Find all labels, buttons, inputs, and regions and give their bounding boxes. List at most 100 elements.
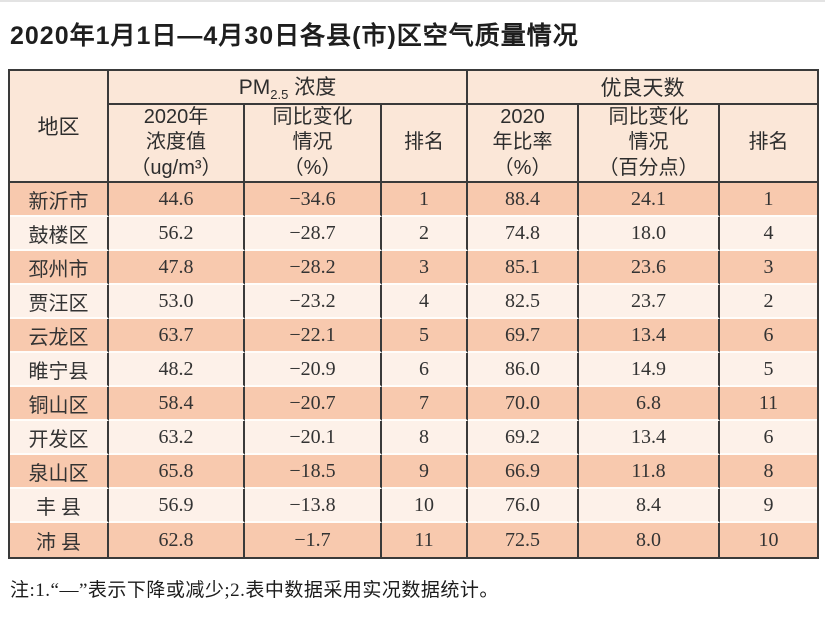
value-cell: 74.8	[468, 217, 579, 251]
value-cell: 63.2	[109, 421, 245, 455]
region-cell: 睢宁县	[10, 353, 109, 387]
page-title: 2020年1月1日—4月30日各县(市)区空气质量情况	[10, 22, 579, 50]
region-cell: 铜山区	[10, 387, 109, 421]
value-cell: 82.5	[468, 285, 579, 319]
value-cell: −13.8	[245, 489, 382, 523]
value-cell: −20.9	[245, 353, 382, 387]
table-row: 沛 县 62.8 −1.7 11 72.5 8.0 10	[10, 523, 817, 557]
table-row: 新沂市 44.6 −34.6 1 88.4 24.1 1	[10, 183, 817, 217]
value-cell: 24.1	[579, 183, 720, 217]
value-cell: 8.4	[579, 489, 720, 523]
value-cell: 3	[720, 251, 817, 285]
column-header-good-change: 同比变化 情况 （百分点）	[579, 105, 720, 183]
value-cell: −23.2	[245, 285, 382, 319]
value-cell: 72.5	[468, 523, 579, 557]
value-cell: −28.2	[245, 251, 382, 285]
value-cell: 65.8	[109, 455, 245, 489]
value-cell: 2	[382, 217, 468, 251]
value-cell: 8	[720, 455, 817, 489]
value-cell: 13.4	[579, 421, 720, 455]
value-cell: 1	[720, 183, 817, 217]
region-cell: 丰 县	[10, 489, 109, 523]
region-cell: 泉山区	[10, 455, 109, 489]
pm25-label-prefix: PM	[238, 76, 271, 100]
value-cell: 6	[382, 353, 468, 387]
table-row: 云龙区 63.7 −22.1 5 69.7 13.4 6	[10, 319, 817, 353]
value-cell: −20.7	[245, 387, 382, 421]
table-body: 新沂市 44.6 −34.6 1 88.4 24.1 1 鼓楼区 56.2 −28.7 2 74.8 1…	[10, 183, 817, 557]
value-cell: 18.0	[579, 217, 720, 251]
value-cell: 5	[382, 319, 468, 353]
table-row: 贾汪区 53.0 −23.2 4 82.5 23.7 2	[10, 285, 817, 319]
table-row: 鼓楼区 56.2 −28.7 2 74.8 18.0 4	[10, 217, 817, 251]
footnote: 注:1.“—”表示下降或减少;2.表中数据采用实况数据统计。	[10, 580, 499, 601]
value-cell: 44.6	[109, 183, 245, 217]
value-cell: 11	[382, 523, 468, 557]
value-cell: 9	[720, 489, 817, 523]
region-cell: 新沂市	[10, 183, 109, 217]
value-cell: 47.8	[109, 251, 245, 285]
value-cell: 56.9	[109, 489, 245, 523]
value-cell: 69.7	[468, 319, 579, 353]
region-cell: 沛 县	[10, 523, 109, 557]
value-cell: 10	[720, 523, 817, 557]
value-cell: 56.2	[109, 217, 245, 251]
region-cell: 邳州市	[10, 251, 109, 285]
header-sub-row: 2020年 浓度值 （ug/m³） 同比变化 情况 （%） 排名 2020 年比…	[10, 105, 817, 183]
table-row: 铜山区 58.4 −20.7 7 70.0 6.8 11	[10, 387, 817, 421]
value-cell: 23.6	[579, 251, 720, 285]
value-cell: 3	[382, 251, 468, 285]
value-cell: 23.7	[579, 285, 720, 319]
value-cell: 62.8	[109, 523, 245, 557]
region-cell: 云龙区	[10, 319, 109, 353]
table-header: 地区 PM2.5 浓度 优良天数 2020年 浓度值 （ug/m³） 同比变化 …	[10, 71, 817, 183]
value-cell: −22.1	[245, 319, 382, 353]
value-cell: 76.0	[468, 489, 579, 523]
value-cell: 11	[720, 387, 817, 421]
header-group-row: 地区 PM2.5 浓度 优良天数	[10, 71, 817, 183]
value-cell: 70.0	[468, 387, 579, 421]
column-header-pm25-value: 2020年 浓度值 （ug/m³）	[109, 105, 245, 183]
value-cell: 88.4	[468, 183, 579, 217]
air-quality-table: 地区 PM2.5 浓度 优良天数 2020年 浓度值 （ug/m³） 同比变化 …	[8, 69, 819, 559]
value-cell: −1.7	[245, 523, 382, 557]
value-cell: −34.6	[245, 183, 382, 217]
column-group-good-days: 优良天数	[468, 71, 817, 105]
value-cell: 1	[382, 183, 468, 217]
value-cell: 5	[720, 353, 817, 387]
value-cell: 6	[720, 319, 817, 353]
value-cell: 48.2	[109, 353, 245, 387]
region-cell: 贾汪区	[10, 285, 109, 319]
value-cell: 11.8	[579, 455, 720, 489]
column-header-pm25-change: 同比变化 情况 （%）	[245, 105, 382, 183]
column-group-pm25: PM2.5 浓度	[109, 71, 468, 105]
value-cell: 9	[382, 455, 468, 489]
value-cell: 6.8	[579, 387, 720, 421]
value-cell: −20.1	[245, 421, 382, 455]
column-header-good-rank: 排名	[720, 105, 817, 183]
value-cell: 86.0	[468, 353, 579, 387]
value-cell: 4	[382, 285, 468, 319]
table-row: 邳州市 47.8 −28.2 3 85.1 23.6 3	[10, 251, 817, 285]
table-row: 泉山区 65.8 −18.5 9 66.9 11.8 8	[10, 455, 817, 489]
region-cell: 鼓楼区	[10, 217, 109, 251]
value-cell: 53.0	[109, 285, 245, 319]
value-cell: 7	[382, 387, 468, 421]
value-cell: 85.1	[468, 251, 579, 285]
value-cell: 69.2	[468, 421, 579, 455]
value-cell: −18.5	[245, 455, 382, 489]
table-row: 丰 县 56.9 −13.8 10 76.0 8.4 9	[10, 489, 817, 523]
value-cell: 63.7	[109, 319, 245, 353]
value-cell: 8	[382, 421, 468, 455]
value-cell: 10	[382, 489, 468, 523]
value-cell: 2	[720, 285, 817, 319]
value-cell: 13.4	[579, 319, 720, 353]
value-cell: 58.4	[109, 387, 245, 421]
value-cell: 14.9	[579, 353, 720, 387]
table-row: 睢宁县 48.2 −20.9 6 86.0 14.9 5	[10, 353, 817, 387]
value-cell: 6	[720, 421, 817, 455]
region-cell: 开发区	[10, 421, 109, 455]
column-header-good-ratio: 2020 年比率 （%）	[468, 105, 579, 183]
value-cell: 4	[720, 217, 817, 251]
